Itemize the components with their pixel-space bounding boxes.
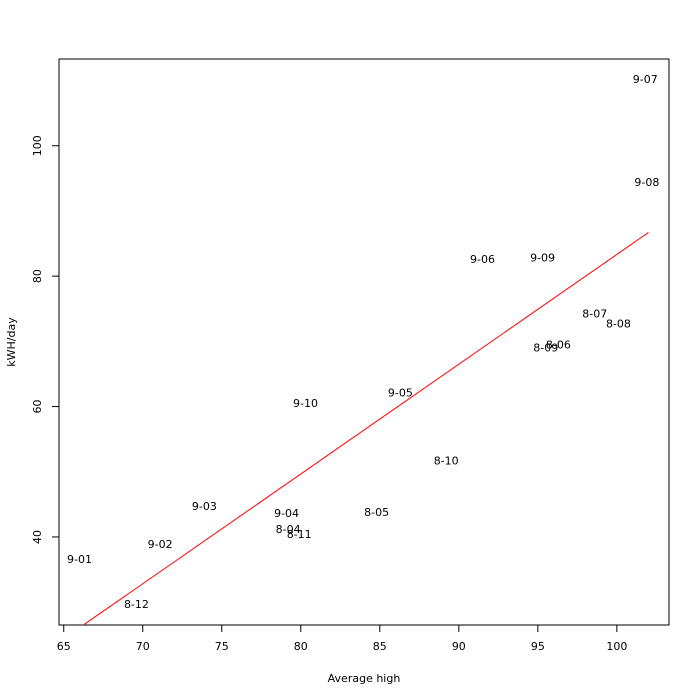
point-label: 8-09 <box>533 342 558 355</box>
y-tick-label: 40 <box>31 530 44 544</box>
x-axis-label: Average high <box>328 672 401 685</box>
y-tick-label: 100 <box>31 135 44 156</box>
point-label: 8-11 <box>287 528 312 541</box>
x-tick-label: 85 <box>373 640 387 653</box>
point-label: 8-10 <box>434 454 459 467</box>
point-label: 8-06 <box>546 338 571 351</box>
y-axis-label: kWH/day <box>5 317 18 367</box>
point-label: 9-06 <box>470 253 495 266</box>
point-label: 9-09 <box>530 252 555 265</box>
x-tick-label: 100 <box>606 640 627 653</box>
point-label: 9-02 <box>148 538 173 551</box>
point-label: 9-01 <box>67 553 92 566</box>
x-tick-label: 70 <box>136 640 150 653</box>
x-tick-label: 95 <box>531 640 545 653</box>
point-label: 8-05 <box>364 506 389 519</box>
point-label: 8-07 <box>582 308 607 321</box>
point-label: 9-10 <box>293 397 318 410</box>
plot-frame <box>58 58 670 626</box>
x-tick-label: 90 <box>452 640 466 653</box>
fit-line <box>83 232 649 625</box>
point-label: 9-04 <box>274 507 299 520</box>
point-label: 8-04 <box>276 523 301 536</box>
point-label: 9-08 <box>634 176 659 189</box>
y-tick-label: 60 <box>31 400 44 414</box>
x-tick-label: 80 <box>294 640 308 653</box>
point-label: 8-08 <box>606 317 631 330</box>
x-tick-label: 65 <box>57 640 71 653</box>
x-tick-label: 75 <box>215 640 229 653</box>
point-label: 9-07 <box>633 73 658 86</box>
y-tick-label: 80 <box>31 269 44 283</box>
point-label: 8-12 <box>124 598 149 611</box>
point-label: 9-05 <box>388 387 413 400</box>
point-label: 9-03 <box>192 500 217 513</box>
